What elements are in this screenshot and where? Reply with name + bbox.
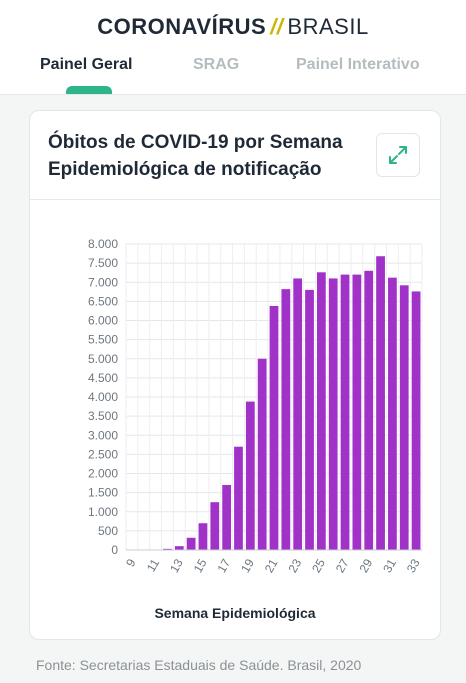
bar (399, 285, 409, 550)
bar (186, 537, 196, 550)
bar (222, 484, 232, 550)
bar (257, 358, 267, 550)
x-tick-label: 27 (333, 556, 352, 575)
bar (411, 291, 421, 550)
app-header: CORONAVÍRUS//BRASIL Painel Geral SRAG Pa… (0, 0, 466, 95)
bar (340, 274, 350, 550)
chart-card: Óbitos de COVID-19 por Semana Epidemioló… (29, 110, 441, 640)
bar (281, 289, 291, 550)
source-note: Fonte: Secretarias Estaduais de Saúde. B… (36, 657, 362, 673)
y-tick-label: 1.500 (88, 486, 118, 500)
bar (245, 401, 255, 550)
tab-srag[interactable]: SRAG (193, 56, 240, 73)
bar (328, 278, 338, 550)
brand-separator: // (270, 14, 284, 39)
y-tick-label: 8.000 (88, 237, 118, 251)
bar (388, 277, 397, 550)
bar (293, 278, 303, 550)
bar-chart: 0 500 1.000 1.500 2.000 2.500 3.000 3.500 4.000 4… (88, 237, 423, 575)
y-tick-label: 1.000 (88, 505, 118, 519)
x-tick-label: 17 (214, 556, 233, 575)
bar (163, 548, 172, 550)
chart-title: Óbitos de COVID-19 por Semana Epidemioló… (48, 129, 358, 183)
x-tick-label: 23 (285, 556, 304, 575)
tab-painel-geral[interactable]: Painel Geral (40, 56, 133, 73)
bar (316, 272, 326, 550)
bar (376, 256, 385, 550)
x-tick-label: 15 (191, 556, 210, 575)
y-tick-label: 0 (111, 543, 118, 557)
bar (269, 305, 279, 550)
x-tick-label: 25 (309, 556, 328, 575)
x-tick-label: 29 (357, 556, 376, 575)
y-tick-label: 6.000 (88, 314, 118, 328)
chart-title-line1: Óbitos de COVID-19 por Semana (48, 132, 343, 153)
bar (210, 502, 220, 550)
y-tick-label: 2.500 (88, 447, 118, 461)
chart-title-line2: Epidemiológica de notificação (48, 159, 322, 180)
expand-button[interactable] (376, 133, 420, 177)
x-tick-label: 11 (144, 556, 163, 574)
bar (305, 289, 314, 550)
x-axis-label: Semana Epidemiológica (154, 605, 316, 621)
y-tick-label: 500 (98, 524, 118, 538)
card-divider (30, 199, 440, 200)
bar (234, 446, 243, 550)
y-tick-label: 5.000 (88, 352, 118, 366)
y-tick-label: 7.000 (88, 275, 118, 289)
y-tick-label: 7.500 (88, 256, 118, 270)
x-tick-label: 19 (238, 556, 257, 575)
tab-bar: Painel Geral SRAG Painel Interativo (0, 56, 466, 94)
tab-painel-interativo[interactable]: Painel Interativo (296, 56, 420, 73)
brand-main: CORONAVÍRUS (97, 14, 267, 39)
y-tick-label: 3.000 (88, 428, 118, 442)
y-tick-label: 4.500 (88, 371, 118, 385)
active-tab-indicator (66, 86, 112, 94)
bar (364, 270, 374, 550)
y-tick-label: 3.500 (88, 409, 118, 423)
x-tick-label: 31 (380, 556, 399, 575)
y-tick-label: 2.000 (88, 467, 118, 481)
x-tick-label: 13 (167, 556, 186, 575)
bar (174, 546, 184, 550)
y-tick-label: 5.500 (88, 333, 118, 347)
x-tick-label: 9 (123, 556, 139, 569)
bar (198, 523, 208, 550)
x-tick-label: 33 (404, 556, 423, 575)
bar (352, 274, 362, 550)
brand-sub: BRASIL (287, 14, 369, 39)
x-tick-label: 21 (262, 556, 281, 575)
brand-logo: CORONAVÍRUS//BRASIL (0, 14, 466, 40)
y-tick-label: 6.500 (88, 294, 118, 308)
expand-arrows-icon (389, 146, 407, 164)
y-tick-label: 4.000 (88, 390, 118, 404)
